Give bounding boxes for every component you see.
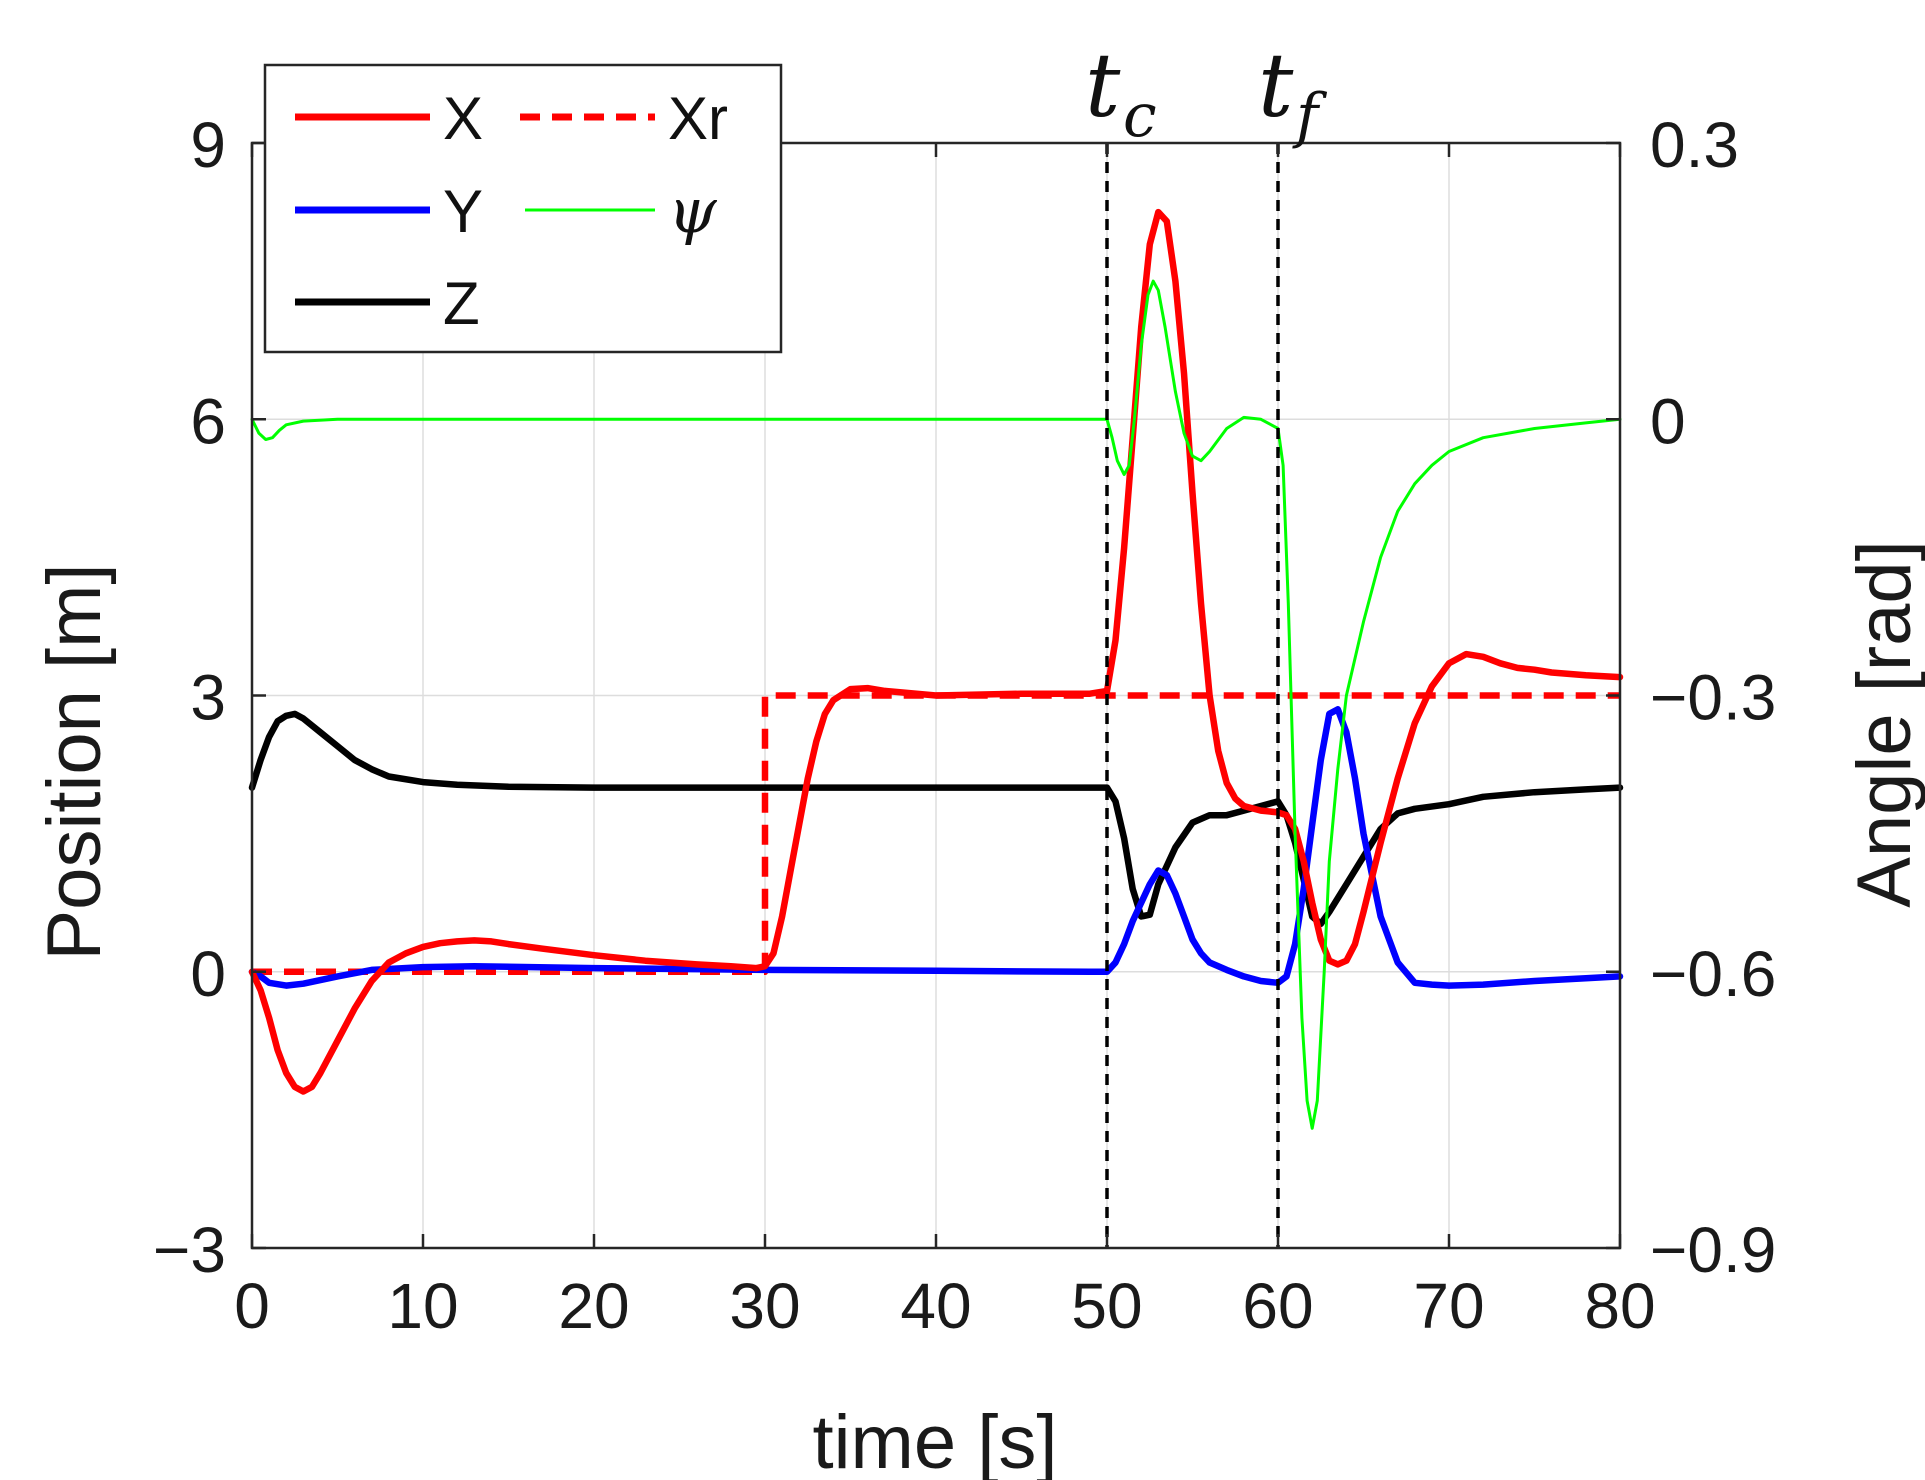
x-tick-label: 10 xyxy=(387,1270,458,1342)
marker-label-tc: t c xyxy=(1085,34,1157,151)
y-tick-label-left: 3 xyxy=(190,662,226,734)
svg-text:f: f xyxy=(1292,81,1328,151)
svg-text:t: t xyxy=(1085,34,1121,137)
series-lines xyxy=(248,208,1624,1130)
legend-label-x: X xyxy=(443,85,483,152)
legend: X Xr Y ψ Z xyxy=(263,63,783,354)
y-tick-label-right: −0.9 xyxy=(1650,1214,1776,1286)
event-marker-lines xyxy=(1105,143,1280,1248)
marker-label-tf: t f xyxy=(1258,34,1328,151)
legend-label-psi: ψ xyxy=(668,174,718,247)
x-tick-label: 80 xyxy=(1584,1270,1655,1342)
series-line-y xyxy=(248,706,1624,989)
x-tick-label: 50 xyxy=(1071,1270,1142,1342)
x-tick-label: 60 xyxy=(1242,1270,1313,1342)
y-tick-label-right: 0.3 xyxy=(1650,109,1739,181)
y-tick-label-left: 0 xyxy=(190,938,226,1010)
y-axis-label-right: Angle [rad] xyxy=(1842,540,1925,908)
y-axis-label-left: Position [m] xyxy=(32,563,117,960)
legend-label-xr: Xr xyxy=(668,85,728,152)
x-tick-label: 0 xyxy=(234,1270,270,1342)
legend-label-y: Y xyxy=(443,178,483,245)
x-tick-label: 30 xyxy=(729,1270,800,1342)
svg-text:c: c xyxy=(1123,81,1157,151)
x-tick-label: 20 xyxy=(558,1270,629,1342)
y-tick-label-right: 0 xyxy=(1650,385,1686,457)
y-tick-label-left: 9 xyxy=(190,109,226,181)
x-tick-label: 40 xyxy=(900,1270,971,1342)
legend-label-z: Z xyxy=(443,270,480,337)
y-tick-label-left: 6 xyxy=(190,385,226,457)
y-tick-label-right: −0.3 xyxy=(1650,662,1776,734)
series-line-x xyxy=(248,208,1624,1095)
x-axis-label: time [s] xyxy=(813,1400,1058,1480)
svg-text:t: t xyxy=(1258,34,1294,137)
x-tick-label: 70 xyxy=(1413,1270,1484,1342)
series-line-psi xyxy=(250,279,1622,1130)
series-line-xr xyxy=(252,692,1620,976)
y-tick-label-right: −0.6 xyxy=(1650,938,1776,1010)
y-tick-label-left: −3 xyxy=(153,1214,226,1286)
